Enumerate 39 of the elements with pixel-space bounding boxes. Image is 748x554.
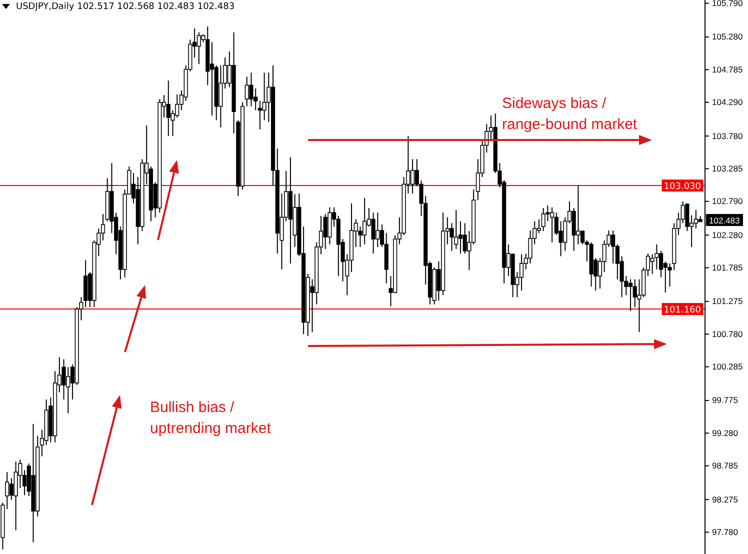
y-tick-label: 98.785 — [712, 460, 738, 471]
candlestick — [14, 461, 18, 531]
y-tick-label: 102.280 — [712, 230, 743, 240]
candlestick — [323, 213, 328, 250]
candlestick — [262, 72, 266, 121]
candlestick — [576, 185, 580, 245]
candlestick — [376, 212, 380, 248]
candlestick — [458, 220, 463, 254]
ref-line-label: 101.160 — [664, 306, 702, 316]
candlestick — [654, 244, 659, 270]
candlestick — [541, 208, 546, 232]
y-tick-label: 99.775 — [712, 395, 738, 406]
y-tick-label: 100.780 — [712, 328, 743, 339]
y-tick-label: 101.785 — [712, 262, 743, 272]
y-tick-label: 97.780 — [712, 526, 738, 537]
ref-line-label: 103.030 — [664, 182, 702, 192]
y-tick-label: 102.790 — [712, 196, 743, 206]
y-tick-label: 101.275 — [712, 296, 743, 306]
text: 102.483 — [709, 216, 740, 226]
candlestick — [210, 42, 214, 116]
candlestick — [519, 254, 524, 292]
y-tick-label: 105.790 — [712, 0, 743, 8]
candlestick — [685, 202, 690, 232]
y-tick-label: 104.785 — [712, 64, 743, 74]
candlestick — [249, 72, 254, 107]
y-tick-label: 104.290 — [712, 97, 743, 108]
y-tick-label: 98.275 — [712, 494, 738, 504]
candlestick — [218, 64, 223, 128]
y-tick-label: 100.285 — [712, 362, 743, 372]
candlestick — [371, 212, 376, 254]
y-tick-label: 103.780 — [712, 130, 743, 141]
y-tick-label: 99.280 — [712, 428, 738, 438]
y-tick-label: 103.285 — [712, 163, 743, 174]
candlestick — [628, 278, 633, 312]
y-tick-label: 105.280 — [712, 32, 743, 42]
annotation: Sideways bias / range-bound market — [502, 95, 638, 133]
annotation: Bullish bias / uptrending market — [150, 399, 272, 437]
chart-title: USDJPY,Daily 102.517 102.568 102.483 102.483 — [16, 2, 235, 12]
candlestick — [100, 213, 106, 241]
